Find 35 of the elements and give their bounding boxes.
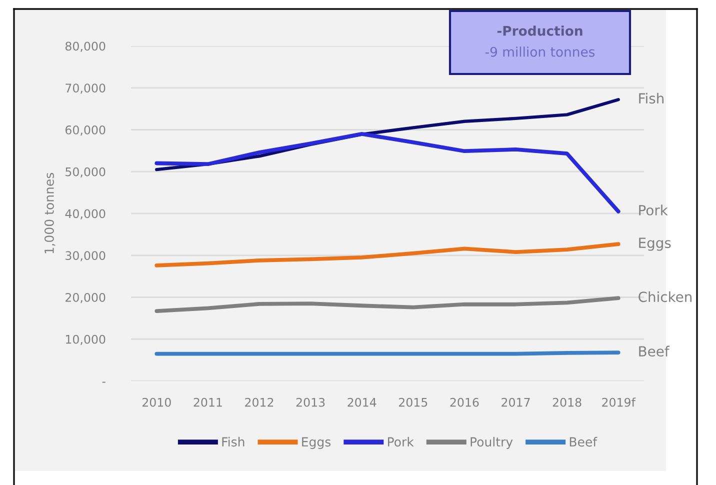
annotation: Beef: [639, 346, 670, 357]
x-tick-label: 2014: [348, 398, 376, 407]
y-tick-label: 60,000: [66, 125, 106, 136]
y-tick-label: 70,000: [66, 84, 106, 94]
legend-label: Eggs: [302, 437, 331, 450]
y-tick-label: 80,000: [65, 42, 106, 52]
x-tick-label: 2017: [502, 398, 530, 407]
x-tick-label: 2011: [194, 398, 222, 407]
y-axis-title: 1,000 tonnes: [44, 172, 56, 254]
y-tick-label: -: [102, 382, 106, 383]
annotation: Chicken: [638, 291, 692, 302]
x-tick-label: 2018: [552, 398, 582, 407]
x-tick-label: 2015: [398, 398, 428, 407]
x-tick-label: 2016: [450, 398, 479, 407]
y-tick-label: 20,000: [66, 292, 106, 304]
legend-label: Poultry: [470, 436, 513, 450]
x-tick-label: 2019f: [602, 398, 636, 407]
annotation: Fish: [639, 92, 664, 104]
legend-label: Pork: [388, 436, 414, 447]
y-tick-label: 30,000: [66, 251, 106, 262]
line-series: [154, 242, 620, 268]
x-tick-label: 2013: [296, 398, 325, 407]
annotation: -9 million tonnes: [485, 46, 595, 57]
annotation: Eggs: [639, 238, 671, 251]
legend-label: Beef: [570, 436, 598, 447]
x-tick-label: 2012: [245, 398, 274, 407]
line-series: [154, 132, 620, 214]
annotation: Pork: [639, 204, 668, 216]
y-tick-label: 40,000: [65, 209, 106, 220]
text: -Production: [497, 26, 582, 36]
line-series: [154, 296, 620, 314]
y-tick-label: 10,000: [66, 334, 106, 345]
legend-label: Fish: [222, 436, 244, 447]
x-tick-label: 2010: [142, 398, 171, 407]
y-tick-label: 50,000: [66, 167, 106, 178]
